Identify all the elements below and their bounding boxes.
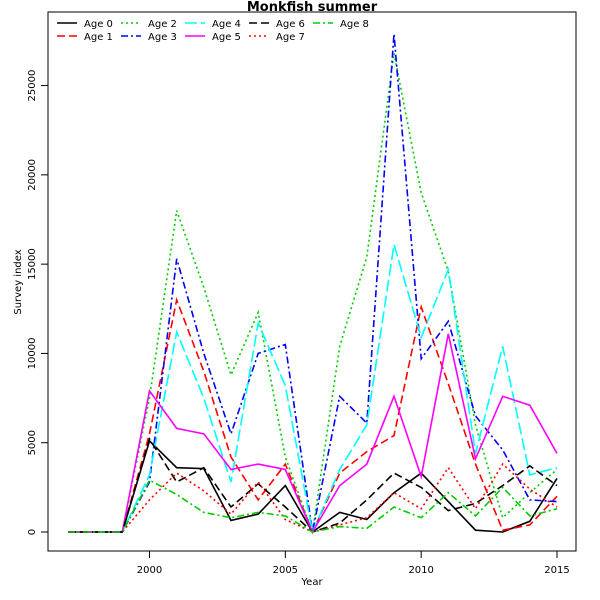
legend: Age 0 Age 1 Age 2 Age 3 Age 4 Age 5 Age 6 Age 7…	[57, 19, 369, 43]
legend-label: Age 2	[148, 19, 177, 30]
x-tick-label: 2005	[273, 565, 298, 576]
x-tick-label: 2000	[137, 565, 162, 576]
series-layer	[68, 33, 558, 535]
series-line-age-5	[68, 333, 558, 534]
chart-title: Monkfish summer	[247, 0, 378, 15]
x-tick-label: 2010	[408, 565, 433, 576]
legend-label: Age 3	[148, 32, 177, 43]
legend-label: Age 8	[340, 19, 369, 30]
y-tick-label: 5000	[27, 430, 38, 455]
legend-label: Age 6	[276, 19, 305, 30]
series-line-age-3	[68, 33, 558, 533]
x-axis: 2000 2005 2010 2015	[137, 550, 570, 576]
series-line-age-2	[68, 53, 558, 533]
legend-label: Age 1	[84, 32, 113, 43]
legend-label: Age 7	[276, 32, 305, 43]
y-tick-label: 15000	[27, 248, 38, 280]
y-tick-label: 0	[27, 529, 38, 535]
legend-label: Age 4	[212, 19, 241, 30]
series-line-age-4	[68, 244, 558, 535]
x-axis-label: Year	[300, 577, 323, 588]
y-axis: 0 5000 10000 15000 20000 25000	[27, 70, 49, 535]
x-tick-label: 2015	[544, 565, 569, 576]
series-line-age-8	[68, 479, 558, 533]
legend-label: Age 5	[212, 32, 241, 43]
y-tick-label: 20000	[27, 159, 38, 191]
y-axis-label: Survey index	[13, 249, 24, 314]
plot-frame	[47, 11, 577, 552]
y-tick-label: 25000	[27, 70, 38, 102]
legend-label: Age 0	[84, 19, 113, 30]
y-tick-label: 10000	[27, 338, 38, 370]
